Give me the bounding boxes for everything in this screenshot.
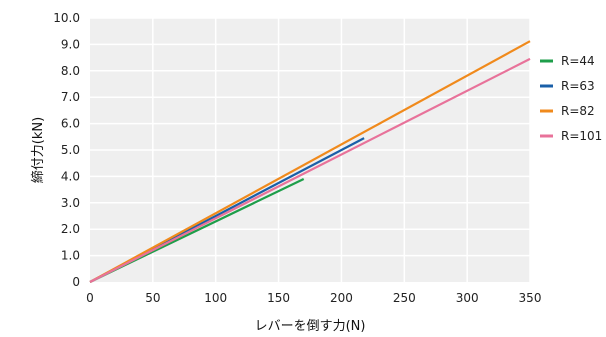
y-tick-label: 6.0 — [61, 117, 80, 131]
y-tick-label: 0 — [72, 275, 80, 289]
x-tick-label: 100 — [204, 291, 227, 305]
y-tick-label: 9.0 — [61, 37, 80, 51]
x-tick-label: 0 — [86, 291, 94, 305]
series-line-R=101 — [89, 57, 531, 283]
y-tick-label: 1.0 — [61, 249, 80, 263]
x-tick-label: 50 — [145, 291, 160, 305]
x-tick-label: 300 — [456, 291, 479, 305]
legend-label: R=63 — [561, 79, 595, 93]
y-tick-label: 4.0 — [61, 169, 80, 183]
legend: R=44 R=63 R=82 R=101 — [540, 54, 602, 143]
y-tick-label: 10.0 — [53, 11, 80, 25]
legend-label: R=44 — [561, 54, 595, 68]
series-line-R=82 — [89, 40, 531, 283]
legend-label: R=101 — [561, 129, 602, 143]
series-lines — [89, 40, 531, 283]
x-axis-title: レバーを倒す力(N) — [255, 319, 366, 334]
y-tick-label: 5.0 — [61, 143, 80, 157]
y-axis-ticks: 0 1.0 2.0 3.0 4.0 5.0 6.0 7.0 8.0 9.0 10.0 — [53, 11, 80, 289]
x-tick-label: 150 — [267, 291, 290, 305]
y-axis-title: 締付力(kN) — [30, 117, 46, 183]
x-tick-label: 200 — [330, 291, 353, 305]
y-tick-label: 7.0 — [61, 90, 80, 104]
y-tick-label: 8.0 — [61, 64, 80, 78]
legend-label: R=82 — [561, 104, 595, 118]
x-axis-ticks: 0 50 100 150 200 250 300 350 — [86, 291, 541, 305]
grid-lines — [90, 17, 531, 282]
x-tick-label: 350 — [519, 291, 542, 305]
x-tick-label: 250 — [393, 291, 416, 305]
y-tick-label: 3.0 — [61, 196, 80, 210]
y-tick-label: 2.0 — [61, 222, 80, 236]
